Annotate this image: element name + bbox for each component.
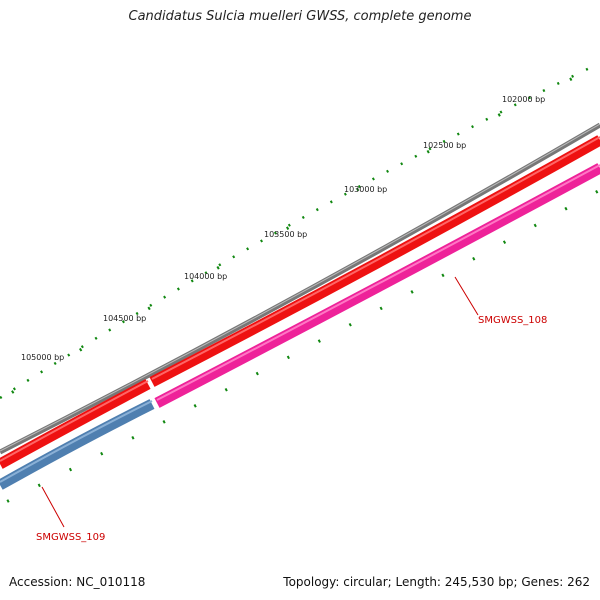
- backbone-highlight: [0, 123, 600, 452]
- scale-label-103000: 103000 bp: [344, 185, 387, 194]
- scale-label-105000: 105000 bp: [21, 353, 64, 362]
- forward-gene-right: [149, 135, 600, 387]
- map-title: Candidatus Sulcia muelleri GWSS, complet…: [128, 9, 472, 24]
- genome-summary-text: Topology: circular; Length: 245,530 bp; …: [283, 575, 590, 589]
- gene-label-leader-109: [41, 486, 65, 528]
- accession-text: Accession: NC_010118: [9, 575, 146, 589]
- gene-label-smgwss-109[interactable]: SMGWSS_109: [36, 532, 105, 543]
- gene-smgwss-109-shine: [0, 400, 153, 483]
- genome-backbone: [0, 122, 600, 455]
- forward-gene-shine: [0, 136, 600, 462]
- scale-label-102000: 102000 bp: [502, 95, 545, 104]
- gene-smgwss-108-shine: [156, 164, 600, 401]
- gene-label-smgwss-108[interactable]: SMGWSS_108: [478, 315, 547, 326]
- scale-label-103500: 103500 bp: [264, 230, 307, 239]
- scale-label-104500: 104500 bp: [103, 314, 146, 323]
- gene-smgwss-109[interactable]: [0, 399, 155, 490]
- scale-label-102500: 102500 bp: [423, 141, 466, 150]
- scale-label-104000: 104000 bp: [184, 272, 227, 281]
- forward-gene-left: [0, 379, 151, 469]
- scale-labels: 102000 bp 102500 bp 103000 bp 103500 bp …: [21, 95, 545, 362]
- gene-smgwss-108[interactable]: [154, 163, 600, 408]
- outer-tick-ring-minor: [0, 61, 600, 400]
- gene-label-leader-108: [454, 276, 479, 316]
